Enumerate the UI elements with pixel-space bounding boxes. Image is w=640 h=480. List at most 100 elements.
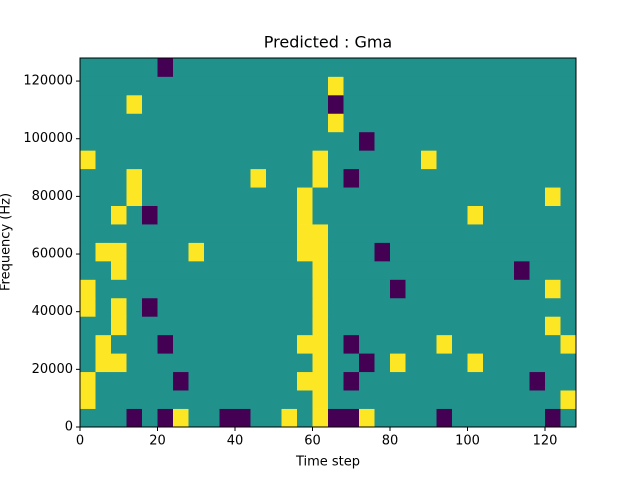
heatmap-cell — [467, 334, 484, 354]
heatmap-cell — [374, 390, 391, 409]
heatmap-cell — [483, 353, 499, 373]
heatmap-cell — [421, 168, 437, 188]
heatmap-cell — [312, 334, 329, 354]
heatmap-cell — [250, 58, 267, 77]
heatmap-cell — [545, 279, 561, 299]
heatmap-cell — [529, 353, 546, 373]
heatmap-cell — [374, 242, 391, 262]
heatmap-cell — [204, 76, 220, 96]
heatmap-cell — [343, 260, 360, 280]
heatmap-cell — [157, 58, 174, 77]
heatmap-cell — [529, 187, 546, 206]
heatmap-cell — [374, 316, 391, 336]
heatmap-cell — [328, 131, 344, 151]
heatmap-cell — [250, 334, 267, 354]
heatmap-cell — [374, 113, 391, 133]
heatmap-cell — [421, 297, 437, 317]
heatmap-cell — [250, 390, 267, 409]
heatmap-cell — [452, 242, 468, 262]
heatmap-cell — [188, 297, 205, 317]
heatmap-cell — [328, 353, 344, 373]
heatmap-cell — [405, 94, 422, 114]
x-tick-label: 40 — [227, 434, 244, 449]
heatmap-cell — [80, 408, 96, 428]
heatmap-cell — [545, 371, 561, 391]
heatmap-cell — [204, 131, 220, 151]
heatmap-cell — [111, 334, 127, 354]
heatmap-cell — [390, 187, 406, 206]
heatmap-cell — [436, 390, 453, 409]
heatmap-cell — [204, 168, 220, 188]
heatmap-cell — [250, 371, 267, 391]
heatmap-cell — [328, 205, 344, 225]
heatmap-cell — [421, 224, 437, 243]
heatmap-cell — [498, 187, 515, 206]
heatmap-cell — [452, 150, 468, 170]
heatmap-cell — [111, 205, 127, 225]
heatmap-cell — [235, 297, 251, 317]
heatmap-cell — [235, 408, 251, 428]
heatmap-cell — [529, 58, 546, 77]
heatmap-cell — [204, 187, 220, 206]
heatmap-cell — [312, 187, 329, 206]
heatmap-cell — [421, 260, 437, 280]
heatmap-cell — [142, 316, 158, 336]
heatmap-cell — [467, 371, 484, 391]
y-tick-label: 100000 — [23, 131, 73, 146]
heatmap-cell — [483, 113, 499, 133]
heatmap-cell — [498, 150, 515, 170]
heatmap-cell — [421, 76, 437, 96]
heatmap-cell — [250, 131, 267, 151]
heatmap-cell — [266, 131, 282, 151]
heatmap-cell — [374, 353, 391, 373]
heatmap-cell — [95, 297, 112, 317]
heatmap-cell — [188, 279, 205, 299]
heatmap-cell — [545, 224, 561, 243]
heatmap-cell — [390, 58, 406, 77]
heatmap-cell — [498, 408, 515, 428]
heatmap-cell — [80, 316, 96, 336]
heatmap-cell — [250, 260, 267, 280]
heatmap-cell — [95, 242, 112, 262]
heatmap-cell — [498, 131, 515, 151]
heatmap-cell — [80, 150, 96, 170]
heatmap-cell — [266, 58, 282, 77]
heatmap-cell — [281, 297, 298, 317]
heatmap-cell — [204, 113, 220, 133]
heatmap-cell — [281, 205, 298, 225]
heatmap-cell — [80, 113, 96, 133]
heatmap-cell — [343, 224, 360, 243]
heatmap-cell — [405, 260, 422, 280]
heatmap-cell — [235, 390, 251, 409]
heatmap-cell — [467, 316, 484, 336]
x-tick-label: 0 — [76, 434, 84, 449]
heatmap-cell — [281, 316, 298, 336]
heatmap-cell — [343, 168, 360, 188]
heatmap-cell — [452, 297, 468, 317]
heatmap-cell — [297, 113, 313, 133]
heatmap-cell — [126, 131, 143, 151]
heatmap-cell — [266, 279, 282, 299]
heatmap-cell — [436, 76, 453, 96]
heatmap-cell — [250, 224, 267, 243]
heatmap-cell — [80, 242, 96, 262]
heatmap-cell — [545, 76, 561, 96]
heatmap-cell — [188, 371, 205, 391]
heatmap-cell — [297, 58, 313, 77]
heatmap-cell — [343, 297, 360, 317]
heatmap-cell — [235, 58, 251, 77]
heatmap-cell — [281, 371, 298, 391]
heatmap-cell — [343, 242, 360, 262]
heatmap-cell — [529, 242, 546, 262]
heatmap-cell — [328, 113, 344, 133]
heatmap-cell — [545, 205, 561, 225]
heatmap-cell — [188, 224, 205, 243]
heatmap-cell — [250, 187, 267, 206]
heatmap-cell — [421, 408, 437, 428]
heatmap-cell — [173, 205, 189, 225]
heatmap-cell — [514, 353, 530, 373]
heatmap-cell — [80, 168, 96, 188]
heatmap-cell — [250, 242, 267, 262]
heatmap-cell — [343, 371, 360, 391]
heatmap-cell — [390, 390, 406, 409]
